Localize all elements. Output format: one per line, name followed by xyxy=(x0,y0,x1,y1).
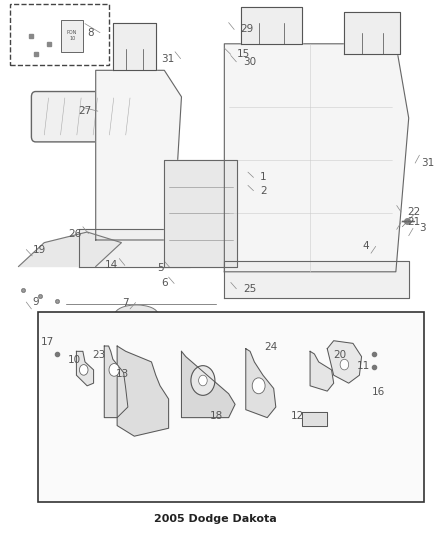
Polygon shape xyxy=(18,232,121,266)
Text: 12: 12 xyxy=(291,411,304,421)
Polygon shape xyxy=(104,346,128,418)
Circle shape xyxy=(340,359,349,370)
Text: 2005 Dodge Dakota: 2005 Dodge Dakota xyxy=(154,514,277,523)
Polygon shape xyxy=(117,346,169,436)
Text: 27: 27 xyxy=(78,106,92,116)
Bar xyxy=(61,20,83,52)
Text: 6: 6 xyxy=(161,278,168,288)
Text: 2: 2 xyxy=(260,185,267,196)
Text: 21: 21 xyxy=(407,217,420,228)
Circle shape xyxy=(191,366,215,395)
Polygon shape xyxy=(241,7,301,44)
Bar xyxy=(173,171,229,203)
Text: 16: 16 xyxy=(371,387,385,397)
Bar xyxy=(173,224,229,256)
Polygon shape xyxy=(246,349,276,418)
Polygon shape xyxy=(327,341,361,383)
Bar xyxy=(38,312,424,503)
Circle shape xyxy=(79,365,88,375)
FancyBboxPatch shape xyxy=(32,92,138,142)
Text: 4: 4 xyxy=(363,241,369,252)
Text: 8: 8 xyxy=(87,28,94,38)
Text: 30: 30 xyxy=(243,57,256,67)
Text: 3: 3 xyxy=(420,223,426,233)
Text: 31: 31 xyxy=(421,158,435,168)
Polygon shape xyxy=(181,351,235,418)
Text: 29: 29 xyxy=(240,25,254,35)
Text: 5: 5 xyxy=(157,263,163,272)
Ellipse shape xyxy=(115,305,158,324)
Circle shape xyxy=(109,364,119,376)
Text: 23: 23 xyxy=(92,350,106,360)
Circle shape xyxy=(252,378,265,394)
Polygon shape xyxy=(224,44,409,272)
Text: 7: 7 xyxy=(123,297,129,308)
Text: 14: 14 xyxy=(105,261,118,270)
Text: 18: 18 xyxy=(210,411,223,421)
Text: 25: 25 xyxy=(243,284,256,294)
Polygon shape xyxy=(224,261,409,298)
Text: 20: 20 xyxy=(333,350,346,360)
Text: 13: 13 xyxy=(116,369,129,378)
Bar xyxy=(10,4,109,65)
Polygon shape xyxy=(310,351,334,391)
Text: PON
10: PON 10 xyxy=(67,30,78,41)
Polygon shape xyxy=(96,70,181,240)
Text: 10: 10 xyxy=(67,356,81,365)
Text: 26: 26 xyxy=(69,229,82,239)
Polygon shape xyxy=(344,12,400,54)
Text: 31: 31 xyxy=(161,54,174,63)
Text: 19: 19 xyxy=(33,245,46,255)
Polygon shape xyxy=(113,22,156,70)
Text: 9: 9 xyxy=(33,297,39,307)
Polygon shape xyxy=(301,413,327,425)
Text: 17: 17 xyxy=(41,337,54,347)
Circle shape xyxy=(198,375,207,386)
Polygon shape xyxy=(76,351,94,386)
Polygon shape xyxy=(78,229,190,266)
Text: 11: 11 xyxy=(357,361,370,370)
Text: 15: 15 xyxy=(237,50,251,59)
Text: 24: 24 xyxy=(264,342,277,352)
Text: 1: 1 xyxy=(260,172,267,182)
Polygon shape xyxy=(164,160,237,266)
Text: 22: 22 xyxy=(407,207,420,217)
